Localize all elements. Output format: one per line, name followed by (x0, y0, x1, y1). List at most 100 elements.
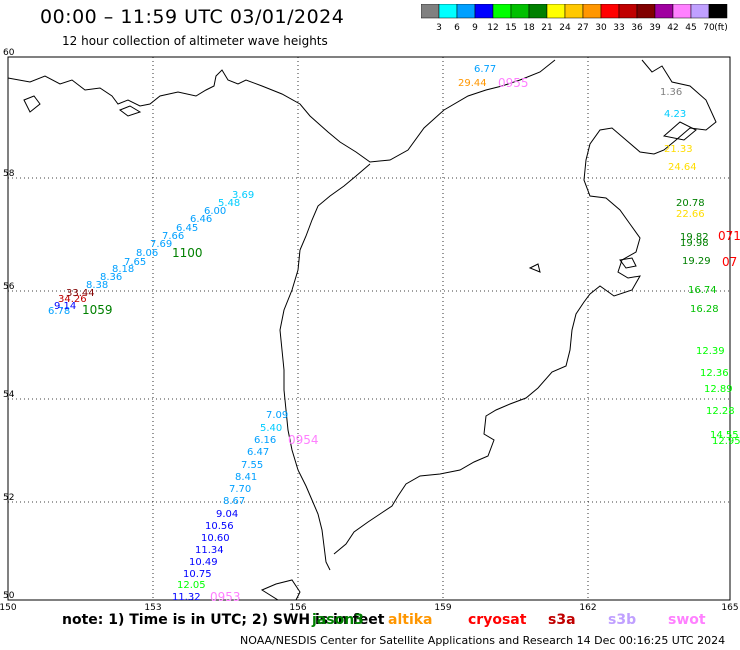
axis-tick-labels: 60 58 56 54 52 50 150 153 156 159 162 165 (0, 48, 739, 613)
wave-height-label: 14.55 (710, 430, 739, 441)
colorbar-unit: (ft) (714, 23, 728, 33)
lon-tick-label: 156 (289, 603, 306, 613)
wave-height-label: 8.41 (235, 472, 257, 483)
coastline (7, 59, 717, 601)
wave-height-label: 6.00 (204, 206, 226, 217)
legend-jason3: jason3 (312, 612, 364, 628)
wave-height-label: 1.36 (660, 87, 682, 98)
wave-height-label: 3.69 (232, 190, 254, 201)
wave-height-label: 8.18 (112, 264, 134, 275)
wave-height-label: 21.33 (664, 144, 693, 155)
wave-height-label: 6.77 (474, 64, 496, 75)
colorbar-tick-label: 21 (541, 23, 552, 33)
wave-height-label: 11.34 (195, 545, 224, 556)
wave-height-label: 19.29 (682, 256, 711, 267)
wave-height-label: 10.56 (205, 521, 234, 532)
footnote: note: 1) Time is in UTC; 2) SWH is in fe… (62, 612, 385, 628)
wave-height-label: 24.64 (668, 162, 697, 173)
colorbar-tick-label: 42 (667, 23, 678, 33)
wave-height-label: 10.60 (201, 533, 230, 544)
lon-tick-label: 153 (144, 603, 161, 613)
wave-height-label: 22.66 (676, 209, 705, 220)
wave-height-label: 6.46 (190, 214, 212, 225)
legend-cryosat: cryosat (468, 612, 527, 628)
wave-height-label: 9.14 (54, 301, 76, 312)
wave-height-label: 19.98 (680, 238, 709, 249)
wave-height-label: 6.78 (48, 306, 70, 317)
colorbar-tick-label: 27 (577, 23, 588, 33)
colorbar-tick-label: 33 (613, 23, 624, 33)
wave-height-label: 7.55 (241, 460, 263, 471)
wave-height-label: 6.16 (254, 435, 276, 446)
colorbar-tick-label: 12 (487, 23, 498, 33)
wave-height-label: 19.82 (680, 232, 709, 243)
wave-height-colorbar: 3 6 9 12 15 18 21 24 27 30 33 36 39 42 45 70 (ft) (421, 4, 728, 33)
colorbar-tick-label: 9 (472, 23, 478, 33)
wave-height-label: 29.44 (458, 78, 487, 89)
wave-height-label: 9.04 (216, 509, 238, 520)
colorbar-tick-label: 3 (436, 23, 442, 33)
colorbar-tick-label: 36 (631, 23, 643, 33)
lat-tick-label: 52 (3, 493, 14, 503)
colorbar-tick-label: 30 (595, 23, 607, 33)
wave-height-label: 16.28 (690, 304, 719, 315)
lon-tick-label: 162 (579, 603, 596, 613)
wave-height-label: 16.74 (688, 285, 717, 296)
wave-height-label: 6.47 (247, 447, 269, 458)
lat-tick-label: 60 (3, 48, 15, 58)
lat-tick-label: 54 (3, 390, 15, 400)
wave-height-label: 8.06 (136, 248, 158, 259)
credit-line: NOAA/NESDIS Center for Satellite Applica… (240, 634, 726, 647)
pass-time-label: 07 (722, 255, 737, 269)
lon-tick-label: 159 (434, 603, 451, 613)
wave-height-label: 8.38 (86, 280, 108, 291)
wave-height-label: 6.45 (176, 223, 198, 234)
colorbar-tick-label: 15 (505, 23, 516, 33)
wave-height-label: 7.65 (124, 257, 146, 268)
chart-subtitle: 12 hour collection of altimeter wave hei… (62, 34, 328, 48)
lat-tick-label: 58 (3, 169, 15, 179)
pass-time-label: 1059 (82, 303, 113, 317)
wave-height-label: 8.36 (100, 272, 122, 283)
map-frame (7, 56, 731, 601)
wave-height-label: 5.40 (260, 423, 282, 434)
lon-tick-label: 165 (721, 603, 738, 613)
lon-tick-label: 150 (0, 603, 17, 613)
lat-tick-label: 56 (3, 282, 15, 292)
chart-title: 00:00 – 11:59 UTC 03/01/2024 (40, 6, 345, 28)
pass-time-label: 1100 (172, 246, 203, 260)
wave-height-label: 7.70 (229, 484, 251, 495)
colorbar-tick-label: 45 (685, 23, 696, 33)
wave-height-label: 12.39 (696, 346, 725, 357)
wave-height-label: 12.95 (712, 436, 740, 447)
wave-height-label: 7.66 (162, 231, 184, 242)
legend-s3b: s3b (608, 612, 637, 628)
colorbar-tick-label: 18 (523, 23, 535, 33)
pass-time-label: 071 (718, 229, 740, 243)
colorbar-tick-label: 70 (703, 23, 715, 33)
wave-height-label: 12.89 (704, 384, 733, 395)
wave-height-label: 10.75 (183, 569, 212, 580)
legend-altika: altika (388, 612, 433, 628)
wave-height-label: 12.36 (700, 368, 729, 379)
wave-height-label: 20.78 (676, 198, 705, 209)
wave-height-label: 33.44 (66, 288, 95, 299)
pass-time-label: 0953 (210, 590, 241, 604)
colorbar-tick-label: 6 (454, 23, 460, 33)
lat-tick-label: 50 (3, 591, 15, 601)
legend-s3a: s3a (548, 612, 576, 628)
wave-height-label: 8.67 (223, 496, 245, 507)
wave-height-label: 7.69 (150, 239, 172, 250)
wave-height-label: 34.26 (58, 294, 87, 305)
wave-height-label: 12.28 (706, 406, 735, 417)
colorbar-tick-label: 24 (559, 23, 571, 33)
altimeter-tracks: 6.789.1434.2633.448.388.368.187.658.067.… (48, 64, 740, 604)
wave-height-label: 7.09 (266, 410, 288, 421)
colorbar-swatch (708, 4, 728, 19)
pass-time-label: 0954 (288, 433, 319, 447)
colorbar-tick-label: 39 (649, 23, 661, 33)
wave-height-label: 12.05 (177, 580, 206, 591)
wave-height-label: 5.48 (218, 198, 240, 209)
wave-height-label: 10.49 (189, 557, 218, 568)
